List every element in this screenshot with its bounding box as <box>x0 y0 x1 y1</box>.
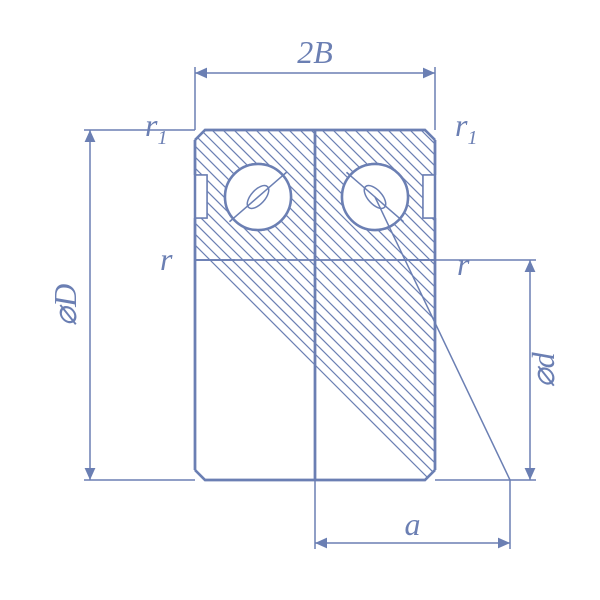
label-r-right: r <box>457 246 470 282</box>
label-r1-left: r1 <box>145 107 167 149</box>
dim-outer-dia-label: ⌀D <box>47 284 83 326</box>
dim-a-label: a <box>405 506 421 542</box>
dim-width-label: 2B <box>297 34 333 70</box>
label-r1-right: r1 <box>455 107 477 149</box>
dim-bore-dia-label: ⌀d <box>525 351 561 387</box>
label-r-left: r <box>160 241 173 277</box>
